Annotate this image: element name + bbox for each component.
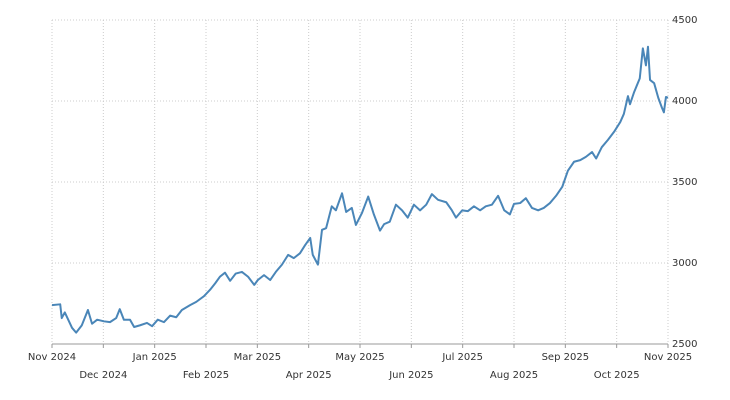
y-tick-label: 3000 [672, 258, 697, 269]
x-tick-label: Aug 2025 [490, 370, 538, 381]
x-tick-label: Apr 2025 [286, 370, 332, 381]
x-tick-label: Dec 2024 [79, 370, 127, 381]
x-tick-label: Sep 2025 [542, 352, 589, 363]
x-tick-label: Jun 2025 [388, 370, 433, 381]
y-tick-label: 4500 [672, 15, 697, 26]
y-tick-label: 2500 [672, 339, 697, 350]
x-tick-label: Jul 2025 [441, 352, 483, 363]
x-tick-label: May 2025 [335, 352, 384, 363]
y-tick-label: 4000 [672, 96, 697, 107]
x-tick-label: Oct 2025 [594, 370, 640, 381]
x-tick-label: Feb 2025 [183, 370, 229, 381]
x-tick-label: Nov 2025 [644, 352, 692, 363]
x-tick-label: Jan 2025 [132, 352, 177, 363]
x-tick-label: Mar 2025 [234, 352, 282, 363]
y-tick-label: 3500 [672, 177, 697, 188]
line [51, 45, 669, 334]
x-tick-label: Nov 2024 [28, 352, 76, 363]
